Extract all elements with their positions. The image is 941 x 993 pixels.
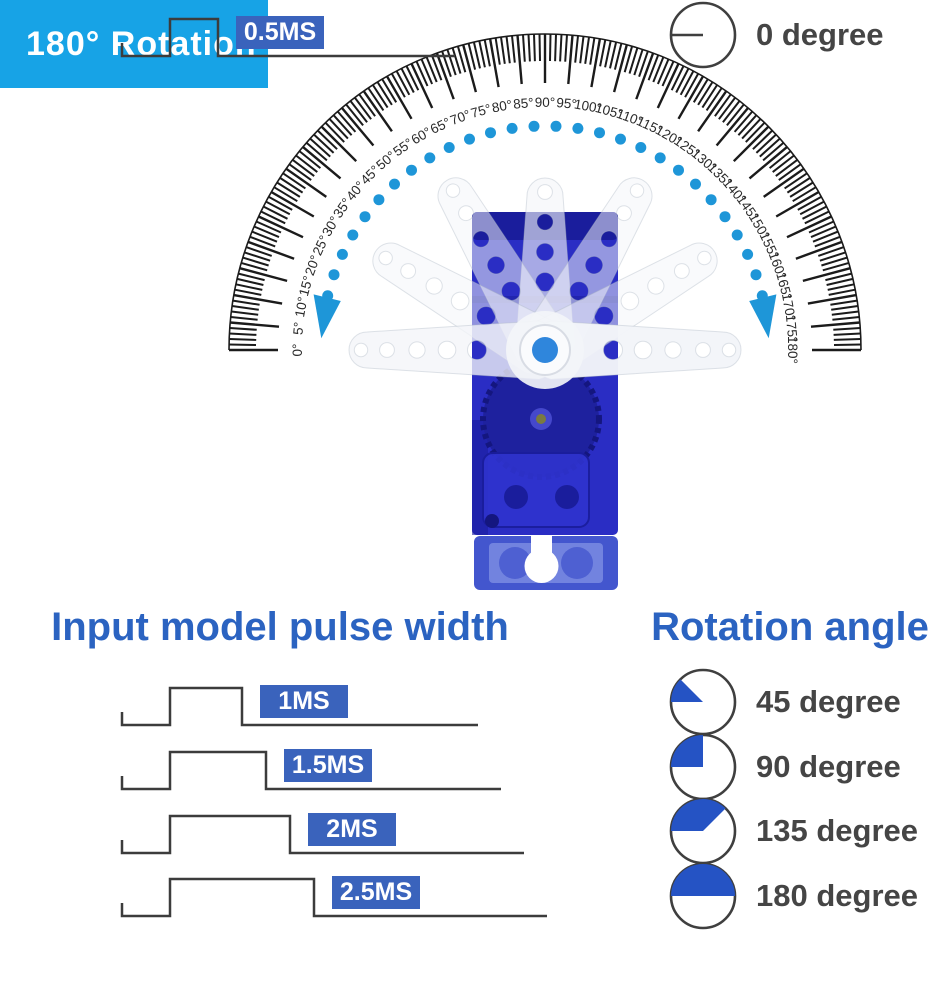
pulse-row: 1MS — [120, 685, 478, 727]
pulse-label-box — [332, 876, 420, 909]
pulse-waveform — [120, 17, 455, 58]
pulse-label: 1.5MS — [292, 751, 364, 779]
protractor-degree-label: 10° — [292, 296, 310, 319]
pulse-label-box — [260, 685, 348, 718]
rotation-row: 0 degree — [668, 0, 884, 70]
rotation-range-arc — [313, 120, 777, 339]
pulse-section-title: Input model pulse width — [51, 605, 509, 649]
protractor-degree-label: 5° — [290, 321, 306, 335]
protractor-degree-label: 165° — [773, 271, 795, 302]
rotation-row: 45 degree — [668, 667, 901, 737]
pulse-label-box — [236, 16, 324, 49]
protractor-degree-label: 90° — [535, 95, 555, 110]
servo-hub-screw — [532, 337, 558, 363]
pie-icon-180-degree — [669, 862, 737, 930]
protractor-degree-label: 175° — [783, 314, 800, 343]
pulse-label-box — [308, 813, 396, 846]
rotation-row: 135 degree — [668, 796, 918, 866]
pulse-row: 0.5MS — [120, 16, 455, 58]
arc-arrow-right — [313, 294, 341, 339]
pulse-row: 1.5MS — [120, 749, 501, 791]
servo-protractor-diagram: 0°5°10°15°20°25°30°35°40°45°50°55°60°65°… — [228, 33, 862, 590]
pulse-row: 2MS — [120, 813, 524, 855]
pie-icon-0-degree — [669, 1, 737, 69]
rotation-row: 180 degree — [668, 861, 918, 931]
servo-mount-flange — [474, 536, 618, 590]
arc-arrow-left — [749, 294, 777, 339]
protractor-degree-label: 170° — [779, 292, 799, 322]
pulse-waveform — [120, 750, 501, 791]
rotation-label: 45 degree — [756, 684, 901, 719]
protractor-degree-label: 75° — [469, 101, 493, 121]
pulse-label-box — [284, 749, 372, 782]
protractor-degree-label: 0° — [290, 344, 305, 357]
protractor-degree-label: 105° — [594, 100, 625, 122]
protractor-degree-label: 80° — [491, 97, 514, 115]
protractor-degree-label: 70° — [448, 107, 472, 128]
pulse-waveform — [120, 877, 547, 918]
pulse-waveform — [120, 686, 478, 727]
rotation-label: 0 degree — [756, 17, 884, 52]
pie-icon-45-degree — [669, 668, 737, 736]
pie-icon-135-degree — [669, 797, 737, 865]
pulse-label: 2MS — [326, 815, 377, 843]
rotation-label: 90 degree — [756, 749, 901, 784]
protractor-degree-label: 85° — [513, 95, 535, 112]
pulse-waveform — [120, 814, 524, 855]
pulse-row: 2.5MS — [120, 876, 547, 918]
protractor-degree-label: 95° — [556, 95, 578, 112]
protractor-degree-label: 100° — [573, 96, 603, 116]
protractor-degree-label: 20° — [302, 253, 323, 277]
pie-icon-90-degree — [669, 733, 737, 801]
rotation-section-title: Rotation angle — [651, 605, 929, 649]
servo-hub — [506, 311, 584, 389]
protractor-degree-label: 15° — [296, 274, 316, 298]
protractor-degree-label: 180° — [785, 336, 800, 364]
rotation-label: 135 degree — [756, 813, 918, 848]
rotation-label: 180 degree — [756, 878, 918, 913]
pulse-label: 0.5MS — [244, 18, 316, 46]
pulse-label: 2.5MS — [340, 878, 412, 906]
rotation-row: 90 degree — [668, 732, 901, 802]
pulse-label: 1MS — [278, 687, 329, 715]
